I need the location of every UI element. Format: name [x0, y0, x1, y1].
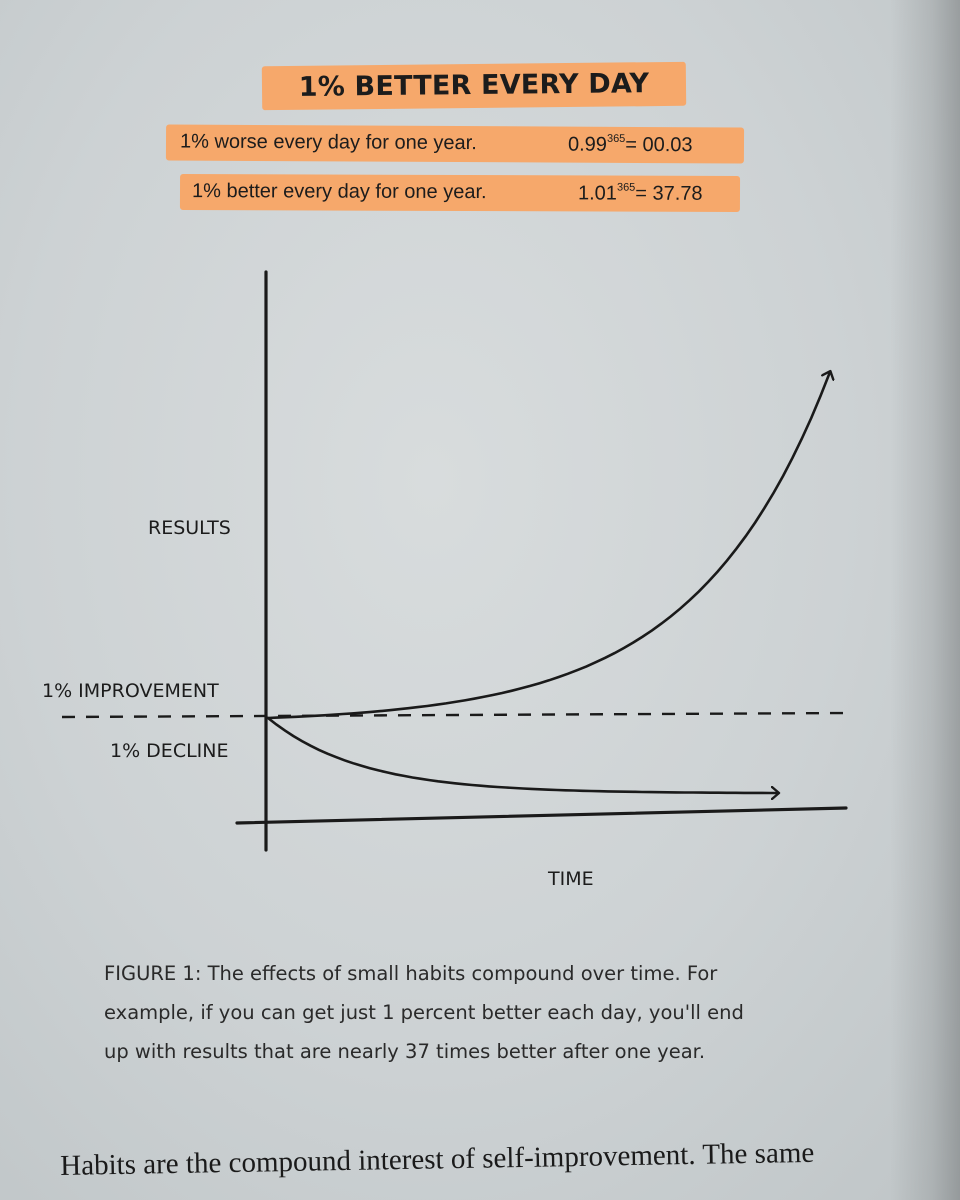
decline-label: 1% DECLINE: [110, 740, 229, 762]
decline-curve: [266, 716, 778, 793]
y-axis-label: RESULTS: [148, 517, 231, 539]
page-shadow: [890, 0, 960, 1200]
baseline-dashed: [61, 711, 853, 719]
caption-line: up with results that are nearly 37 times…: [104, 1040, 706, 1063]
x-axis: [235, 806, 848, 825]
figure-caption: FIGURE 1: The effects of small habits co…: [104, 954, 804, 1071]
improvement-curve: [266, 372, 830, 720]
improvement-label: 1% IMPROVEMENT: [42, 680, 219, 702]
x-axis-label: TIME: [548, 868, 594, 890]
caption-line: FIGURE 1: The effects of small habits co…: [104, 962, 718, 985]
caption-line: example, if you can get just 1 percent b…: [104, 1001, 744, 1024]
